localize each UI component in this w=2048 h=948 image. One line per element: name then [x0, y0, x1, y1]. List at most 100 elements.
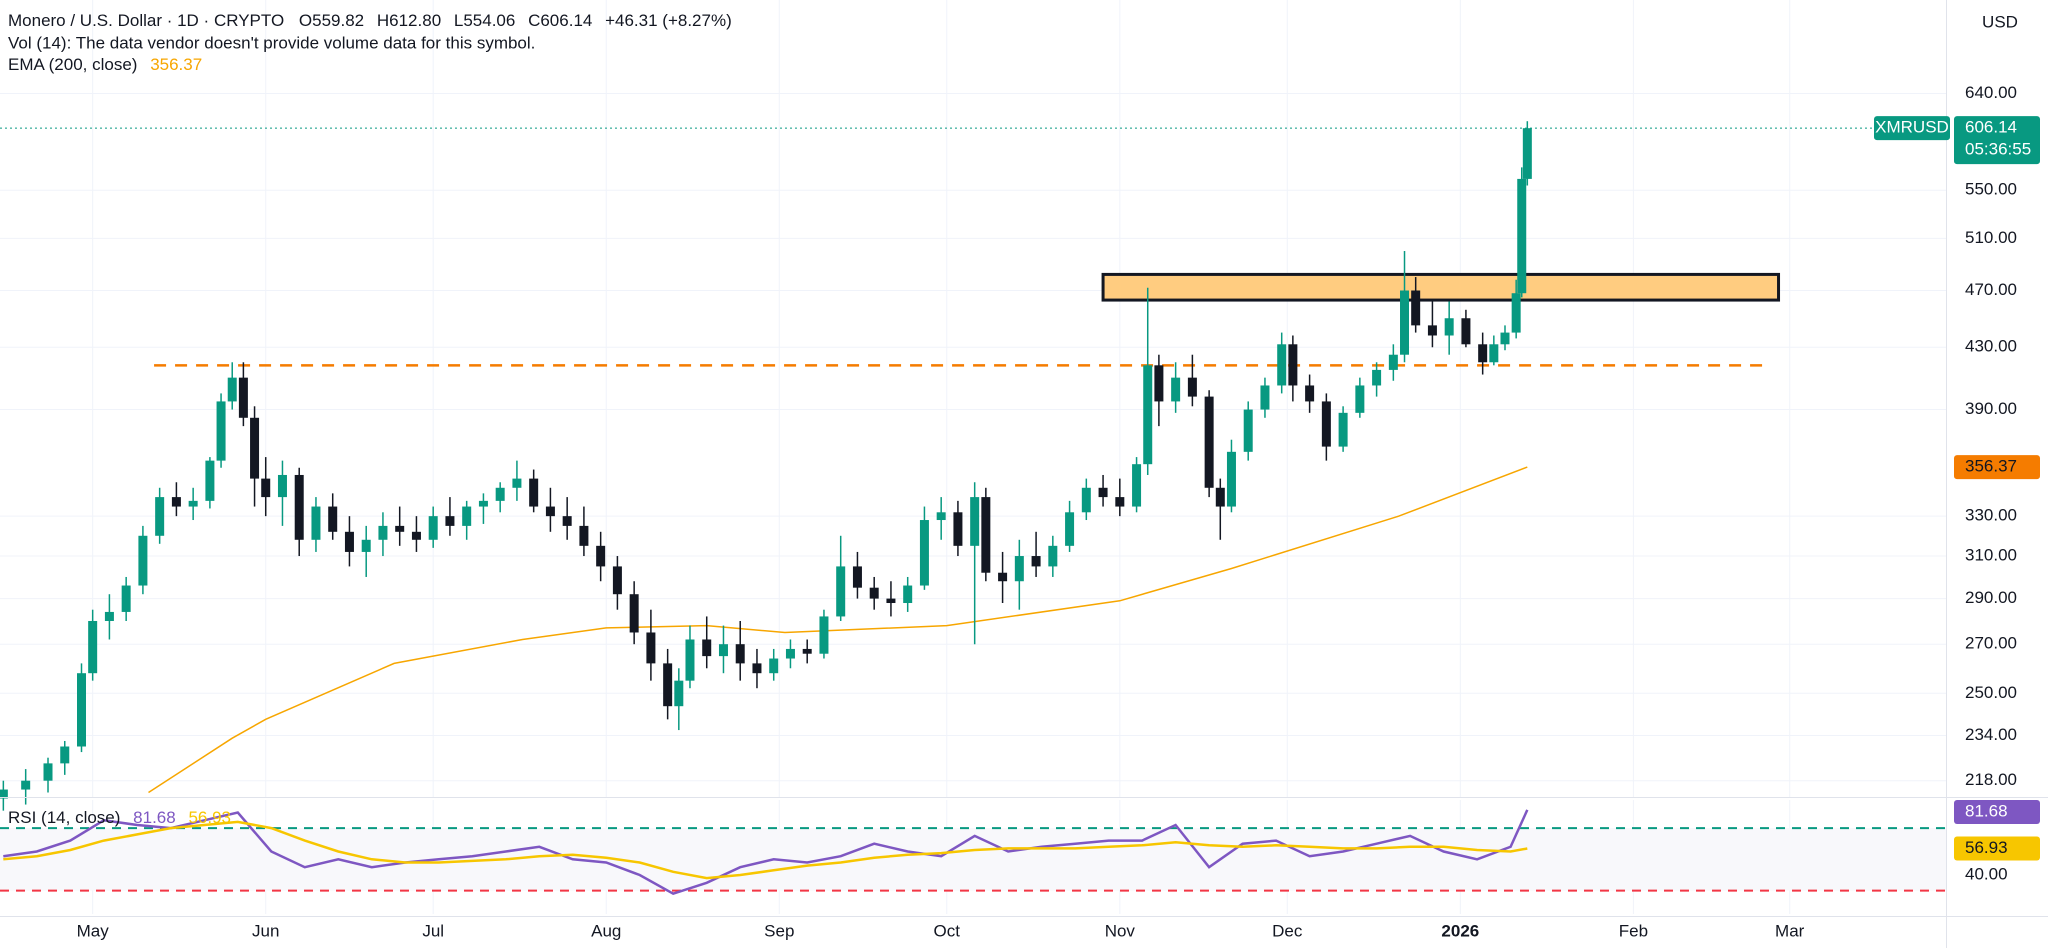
ema-value: 356.37: [150, 55, 202, 74]
candle-body: [1517, 178, 1527, 294]
candle-body: [378, 525, 388, 540]
candle-body: [735, 644, 745, 664]
y-tick-label: 430.00: [1965, 337, 2017, 356]
candle-body: [261, 478, 271, 498]
candle-body: [674, 680, 684, 707]
y-tick-label: 250.00: [1965, 683, 2017, 702]
candle-body: [612, 566, 622, 595]
candle-body: [121, 585, 131, 612]
candle-body: [1215, 487, 1225, 507]
candle-body: [155, 497, 165, 536]
grid: [0, 0, 1946, 914]
candle-body: [663, 663, 673, 707]
candle-body: [1388, 354, 1398, 370]
rsi-ma-value: 56.93: [188, 808, 231, 827]
y-tick-label: 218.00: [1965, 770, 2017, 789]
ohlc-low: L554.06: [454, 11, 515, 30]
candle-body: [227, 377, 237, 402]
candle-body: [836, 566, 846, 617]
candle-body: [1444, 318, 1454, 336]
candle-body: [953, 512, 963, 546]
plot: [0, 121, 1946, 896]
candle-body: [1098, 487, 1108, 498]
countdown: 05:36:55: [1965, 140, 2031, 159]
candle-body: [936, 512, 946, 521]
candle-body: [495, 487, 505, 501]
x-tick-label: Jul: [422, 921, 444, 940]
candle-body: [294, 474, 304, 540]
volume-note: Vol (14): The data vendor doesn't provid…: [8, 33, 535, 52]
candle-body: [646, 632, 656, 664]
candle-body: [919, 520, 929, 586]
candle-body: [188, 500, 198, 507]
candle-body: [869, 587, 879, 599]
symbol-title: Monero / U.S. Dollar · 1D · CRYPTO: [8, 11, 284, 30]
currency[interactable]: USD: [1982, 12, 2018, 31]
candle-body: [361, 539, 371, 552]
ohlc-open: O559.82: [299, 11, 364, 30]
candle-body: [1143, 365, 1153, 465]
candle-body: [1277, 344, 1287, 386]
candle-body: [1411, 290, 1421, 326]
candle-body: [596, 545, 606, 567]
candle-body: [411, 531, 421, 540]
x-tick-label: Oct: [934, 921, 961, 940]
candle-body: [685, 639, 695, 681]
candle-body: [1081, 487, 1091, 513]
symbol-tag-label: XMRUSD: [1875, 118, 1949, 137]
candle-body: [21, 780, 31, 790]
y-tick-label: 310.00: [1965, 546, 2017, 565]
y-tick-label: 290.00: [1965, 588, 2017, 607]
candle-body: [138, 535, 148, 586]
candle-body: [104, 611, 114, 621]
rsi-band-fill: [0, 828, 1946, 891]
candle-body: [445, 516, 455, 526]
ema-tag: [1954, 455, 2040, 480]
candle-body: [998, 572, 1008, 582]
x-tick-label: May: [77, 921, 110, 940]
y-tick-label: 234.00: [1965, 725, 2017, 744]
resistance-zone: [1101, 272, 1781, 302]
candle-body: [545, 506, 555, 517]
candle-body: [970, 497, 980, 546]
candle-body: [328, 506, 338, 532]
candle-body: [428, 516, 438, 540]
y-tick-label: 390.00: [1965, 399, 2017, 418]
candle-body: [1305, 385, 1315, 402]
change: +46.31 (+8.27%): [605, 11, 732, 30]
x-tick-label: Dec: [1272, 921, 1303, 940]
candle-body: [718, 644, 728, 657]
candle-body: [1522, 128, 1532, 179]
candle-body: [1461, 318, 1471, 345]
candle-body: [478, 500, 488, 507]
candle-body: [1115, 497, 1125, 507]
ema-tag-label: 356.37: [1965, 457, 2017, 476]
candle-body: [1226, 451, 1236, 507]
candle-body: [250, 417, 260, 479]
candle-body: [277, 474, 287, 498]
candle-body: [852, 566, 862, 588]
x-tick-label: Sep: [764, 921, 794, 940]
rsi-line: [3, 820, 1528, 880]
candle-body: [819, 616, 829, 654]
candle-body: [1014, 556, 1024, 582]
ema-legend: EMA (200, close) 356.37: [8, 55, 202, 74]
candle-body: [344, 531, 354, 552]
candle-body: [752, 663, 762, 674]
candle-body: [529, 478, 539, 507]
x-tick-label: Feb: [1619, 921, 1648, 940]
candle-body: [1288, 344, 1298, 386]
header: Monero / U.S. Dollar · 1D · CRYPTO O559.…: [8, 11, 732, 30]
x-tick-label: Nov: [1105, 921, 1136, 940]
candle-body: [1400, 290, 1410, 355]
candle-body: [462, 506, 472, 526]
candle-body: [238, 377, 248, 418]
price-tag: [1954, 116, 2040, 165]
candle-body: [205, 460, 215, 501]
candle-body: [1243, 409, 1253, 452]
candle-body: [1154, 365, 1164, 402]
ohlc-close: C606.14: [528, 11, 592, 30]
y-tick-label: 40.00: [1965, 864, 2008, 883]
